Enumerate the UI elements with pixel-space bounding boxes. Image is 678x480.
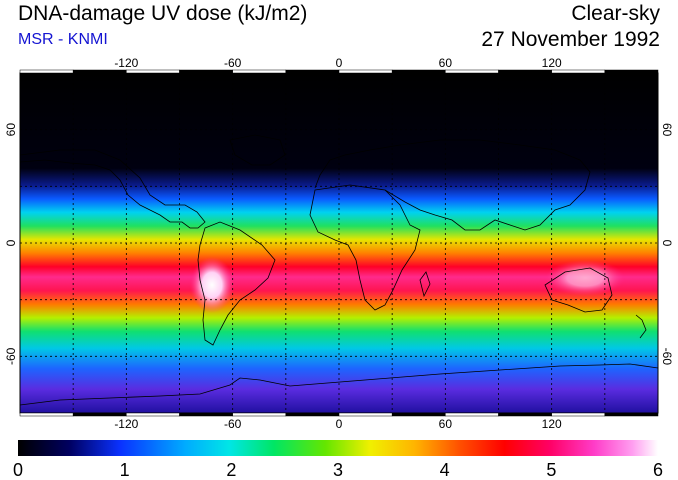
lon-label-bottom: 120 — [542, 417, 562, 431]
colorbar: 0 1 2 3 4 5 6 — [13, 440, 663, 480]
colorbar-label: 6 — [653, 460, 663, 480]
coastline-new-zealand — [635, 314, 647, 339]
map-title: DNA-damage UV dose (kJ/m2) — [18, 2, 308, 25]
colorbar-gradient — [18, 440, 658, 456]
lon-label-top: 0 — [336, 56, 343, 70]
frame-tick-bottom — [498, 412, 552, 417]
frame-tick-top — [498, 69, 552, 74]
map-date-label: 27 November 1992 — [481, 28, 660, 51]
lon-label-bottom: -60 — [224, 417, 242, 431]
frame-tick-bottom — [551, 412, 606, 417]
colorbar-label: 1 — [120, 460, 130, 480]
coastline-africa — [309, 184, 421, 311]
frame-ticks — [19, 69, 659, 417]
frame-tick-top — [72, 69, 127, 74]
frame-tick-bottom — [338, 412, 393, 417]
lon-tick-labels-top: -120 -60 0 60 120 — [114, 56, 562, 70]
colorbar-label: 0 — [13, 460, 23, 480]
frame-tick-bottom — [19, 412, 74, 417]
coastlines — [20, 134, 658, 406]
frame-tick-top — [179, 69, 233, 74]
colorbar-labels: 0 1 2 3 4 5 6 — [13, 460, 663, 480]
coastline-north-america — [20, 149, 206, 229]
lon-label-bottom: 0 — [336, 417, 343, 431]
lat-label-right: -60 — [660, 348, 674, 366]
lon-tick-labels-bottom: -120 -60 0 60 120 — [114, 417, 562, 431]
lat-label-right: 60 — [660, 123, 674, 137]
colorbar-label: 5 — [546, 460, 556, 480]
frame-tick-bottom — [232, 412, 287, 417]
colorbar-label: 3 — [333, 460, 343, 480]
coastline-antarctica — [20, 363, 658, 406]
graticule — [20, 73, 658, 413]
lat-label-left: 0 — [4, 239, 18, 246]
frame-tick-top — [604, 69, 659, 74]
frame-tick-top — [551, 69, 606, 74]
data-source-label: MSR - KNMI — [18, 31, 108, 48]
frame-tick-bottom — [604, 412, 659, 417]
coastline-south-america — [197, 221, 276, 346]
frame-tick-bottom — [72, 412, 127, 417]
frame-tick-top — [445, 69, 499, 74]
frame-tick-bottom — [285, 412, 340, 417]
lon-label-top: -120 — [114, 56, 138, 70]
colorbar-label: 4 — [440, 460, 450, 480]
map-panel — [20, 73, 658, 413]
lon-label-top: 120 — [542, 56, 562, 70]
lon-label-bottom: 60 — [439, 417, 453, 431]
sky-condition-label: Clear-sky — [571, 2, 660, 25]
frame-tick-top — [285, 69, 340, 74]
lat-label-left: -60 — [4, 347, 18, 365]
frame-tick-bottom — [126, 412, 180, 417]
frame-tick-top — [232, 69, 287, 74]
frame-tick-top — [338, 69, 393, 74]
frame-tick-top — [19, 69, 74, 74]
lon-label-top: -60 — [224, 56, 242, 70]
uv-hotspot-andes — [190, 257, 234, 313]
lon-label-top: 60 — [439, 56, 453, 70]
colorbar-label: 2 — [226, 460, 236, 480]
lat-label-right: 0 — [660, 240, 674, 247]
coastline-europe-asia — [314, 139, 591, 231]
coastline-madagascar — [419, 271, 431, 298]
lat-tick-labels-right: 60 0 -60 — [660, 123, 674, 365]
coastline-greenland — [229, 134, 286, 166]
coastline-australia — [544, 267, 613, 313]
frame-tick-bottom — [391, 412, 446, 417]
frame-tick-bottom — [445, 412, 499, 417]
frame-tick-top — [126, 69, 180, 74]
lat-label-left: 60 — [4, 123, 18, 137]
lon-label-bottom: -120 — [114, 417, 138, 431]
uv-hotspot-australia — [545, 260, 625, 296]
lat-tick-labels-left: 60 0 -60 — [4, 123, 18, 365]
frame-tick-top — [391, 69, 446, 74]
frame-tick-bottom — [179, 412, 233, 417]
